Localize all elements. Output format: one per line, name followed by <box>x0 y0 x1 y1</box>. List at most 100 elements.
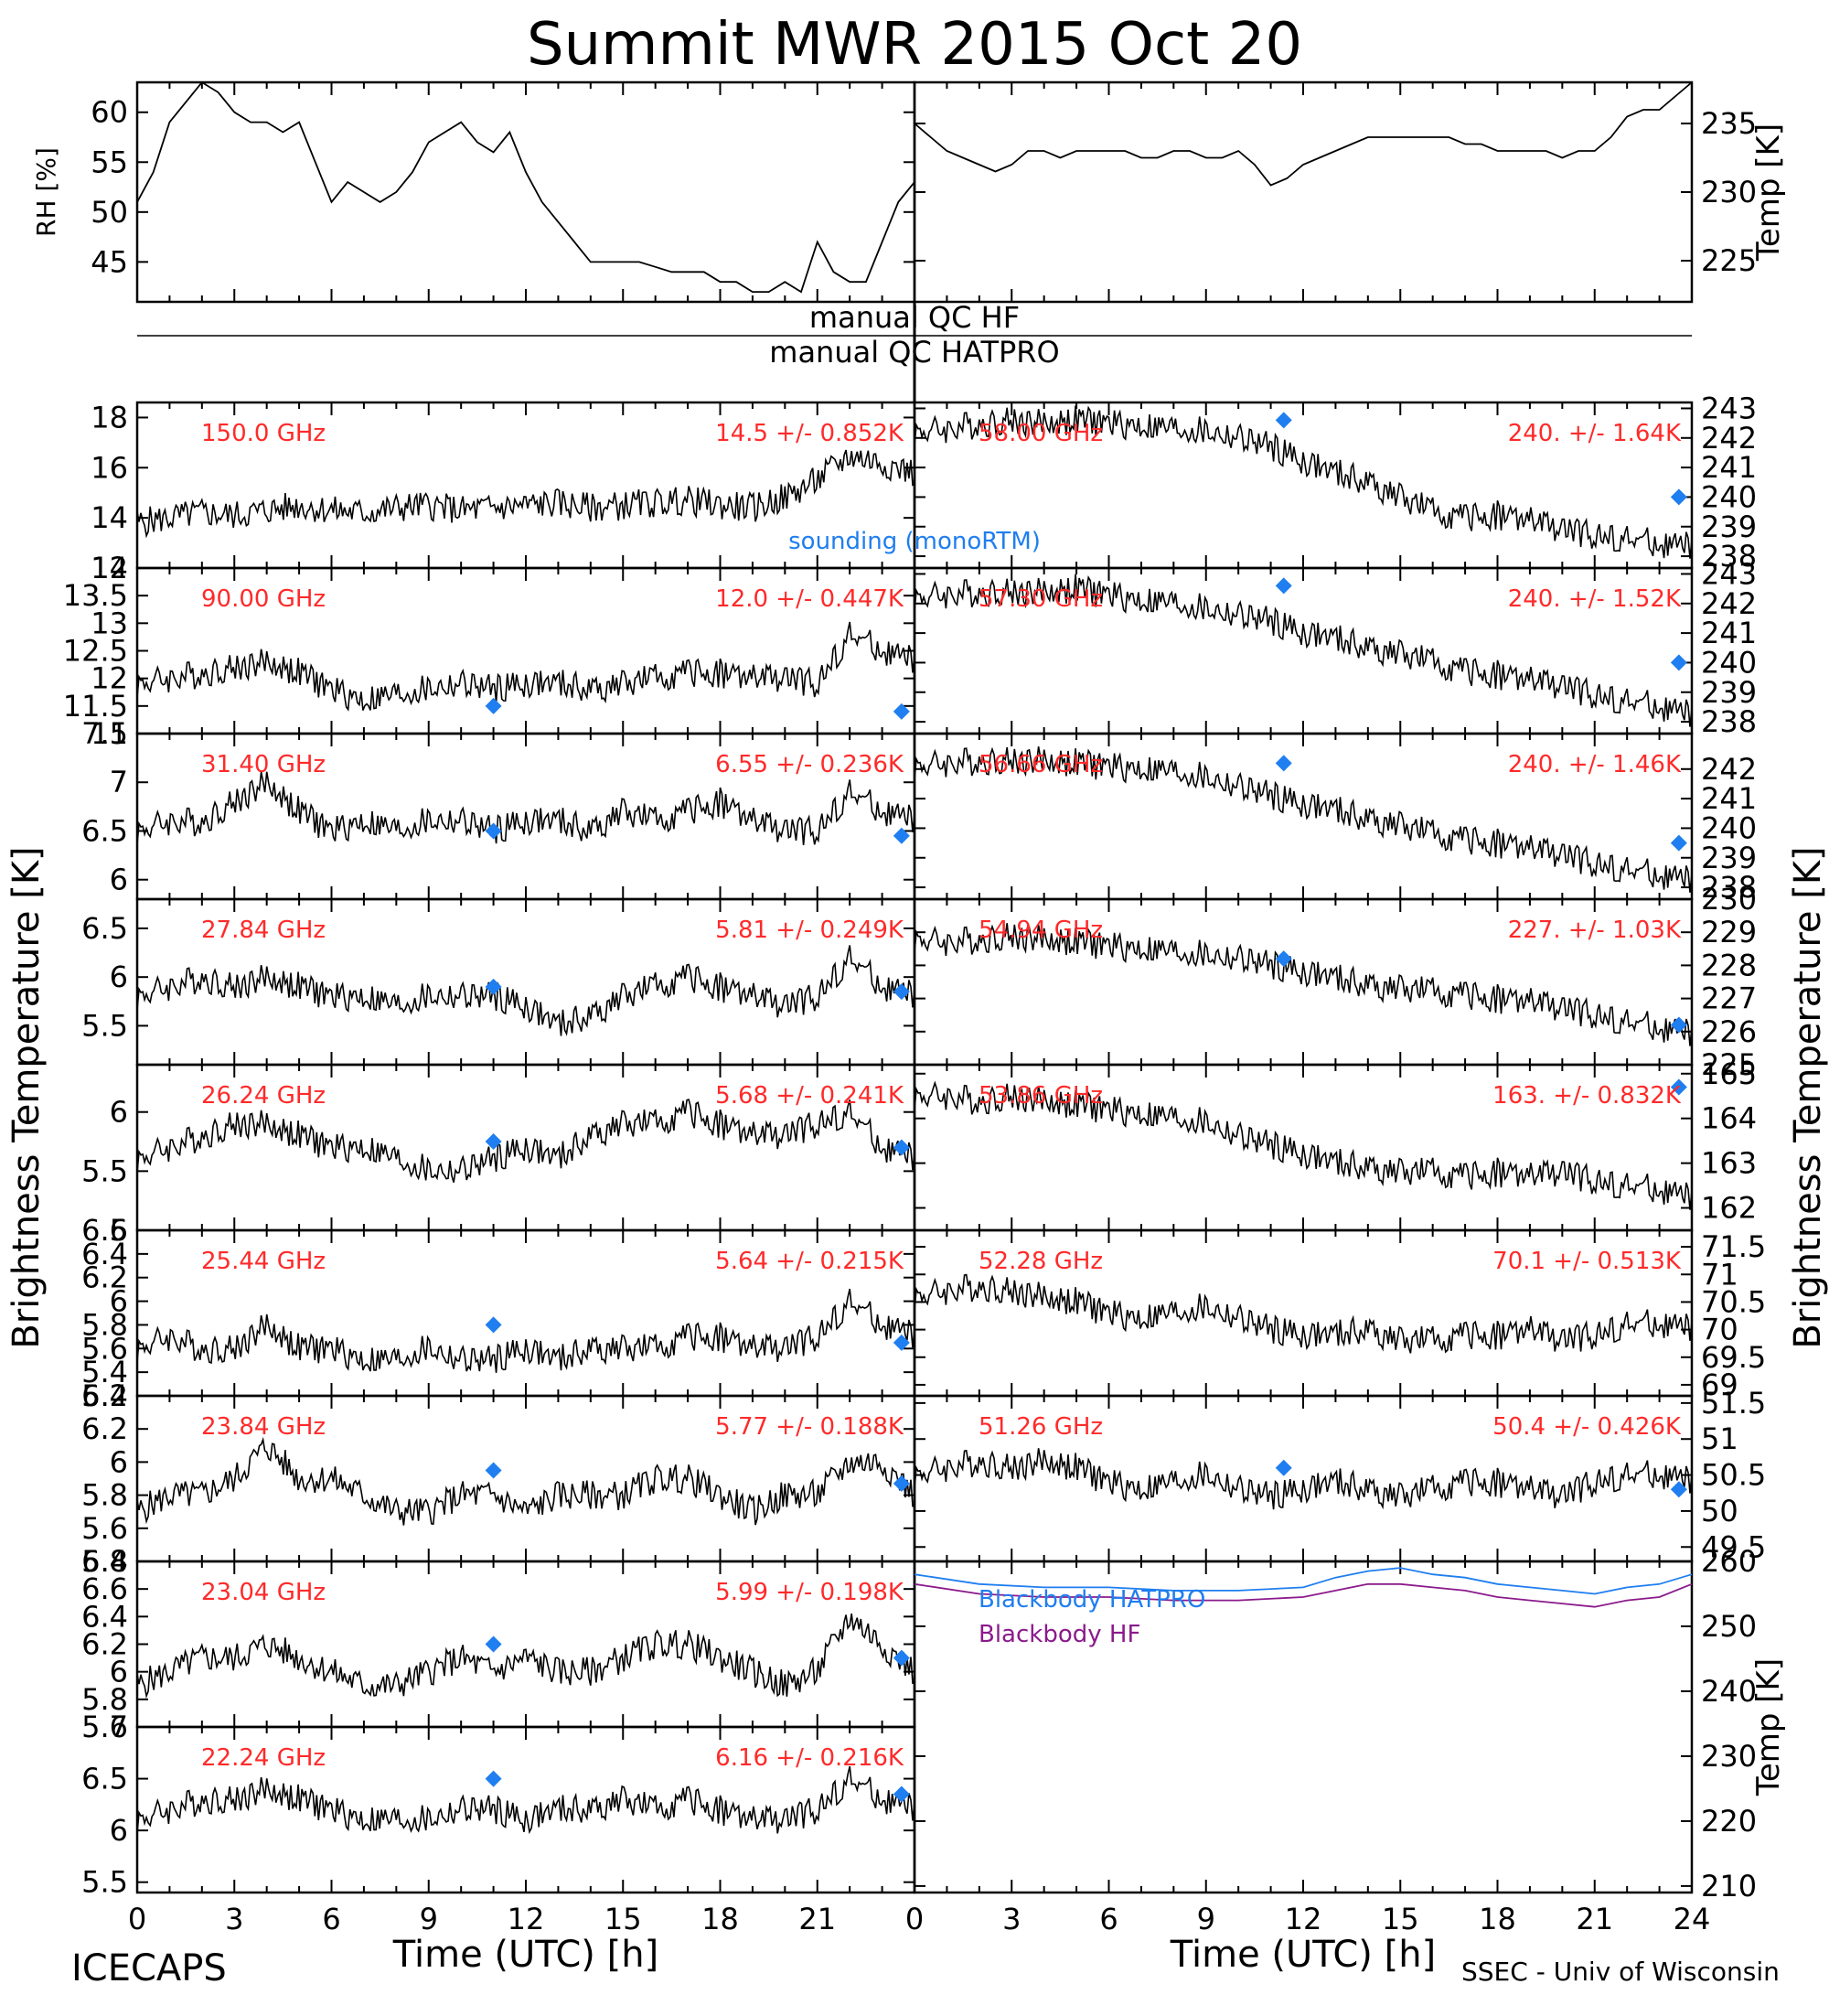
sounding-point <box>1275 412 1292 429</box>
frequency-label: 23.04 GHz <box>201 1579 326 1606</box>
y-tick-label: 6 <box>110 863 128 897</box>
y-tick-label: 6 <box>110 1655 128 1689</box>
panel-ch25: 5.25.45.65.866.26.46.625.44 GHz 5.64 +/- … <box>81 1213 916 1413</box>
y-tick-label: 13 <box>91 606 128 640</box>
y-tick-label: 243 <box>1701 556 1757 591</box>
sounding-point <box>1670 834 1687 852</box>
y-tick-label: 5.5 <box>81 1865 128 1900</box>
y-tick-label: 12 <box>91 551 128 585</box>
x-tick-label: 15 <box>604 1902 642 1936</box>
stat-label: 6.55 +/- 0.236K <box>715 751 904 778</box>
y-tick-label: 240 <box>1701 810 1757 845</box>
stat-label: 240. +/- 1.52K <box>1508 585 1682 613</box>
y-tick-label: 260 <box>1701 1544 1757 1579</box>
panel-ch22: 5.5 6 6.5 7 22.24 GHz 6.16 +/- 0.216K <box>81 1710 916 1900</box>
panel-ch26: 5 5.5 6 26.24 GHz 5.68 +/- 0.241K <box>81 1063 916 1248</box>
x-tick-label: 3 <box>1002 1902 1021 1936</box>
y-tick-label: 241 <box>1701 781 1757 816</box>
y-tick-label: 230 <box>1701 1739 1757 1774</box>
y-tick-label: 6 <box>110 1284 128 1319</box>
sounding-point <box>893 702 910 720</box>
y-tick-label: 69.5 <box>1701 1340 1766 1375</box>
sounding-point <box>893 1139 910 1156</box>
panel-ch53: 162 163 164 165 53.86 GHz 163. +/- 0.832K <box>913 1056 1757 1232</box>
panel-ch31: 6 6.5 7 7.5 31.40 GHz 6.55 +/- 0.236K <box>81 716 916 901</box>
series-line-ch52 <box>914 1273 1693 1354</box>
sounding-point <box>1275 755 1292 772</box>
sounding-point <box>893 1474 910 1492</box>
panel-ch23a: 5.45.65.866.26.4 23.84 GHz 5.77 +/- 0.188K <box>81 1378 916 1579</box>
y-tick-label: 220 <box>1701 1804 1757 1839</box>
frequency-label: 150.0 GHz <box>201 420 326 447</box>
y-tick-label: 13.5 <box>63 578 128 613</box>
y-tick-label: 6 <box>110 1813 128 1848</box>
x-tick-label: 3 <box>225 1902 243 1936</box>
panel-frame <box>135 80 916 304</box>
y-tick-label: 242 <box>1701 586 1757 621</box>
y-tick-label: 50 <box>91 195 128 230</box>
sounding-point <box>1275 577 1292 595</box>
x-tick-label: 0 <box>905 1902 924 1936</box>
x-tick-label: 24 <box>1674 1902 1711 1936</box>
y-tick-label: 6.8 <box>81 1544 128 1579</box>
y-tick-label: 210 <box>1701 1869 1757 1903</box>
y-tick-label: 5.6 <box>81 1331 128 1366</box>
y-tick-label: 6 <box>110 1095 128 1130</box>
y-tick-label: 5.4 <box>81 1544 128 1579</box>
y-tick-label: 6.5 <box>81 911 128 946</box>
series-line-blackbody-hatpro <box>914 1567 1693 1595</box>
panel-rh: 45 50 55 60 RH [%] <box>31 80 916 304</box>
series-line-rh <box>136 80 915 294</box>
sounding-point <box>893 827 910 844</box>
x-tick-label: 18 <box>1479 1902 1516 1936</box>
y-tick-label: 6.5 <box>81 1762 128 1796</box>
series-line-ch25 <box>136 1288 915 1373</box>
y-tick-label: 70 <box>1701 1313 1738 1347</box>
y-tick-label: 239 <box>1701 841 1757 875</box>
y-tick-label: 14 <box>91 500 128 535</box>
series-line-ch53 <box>914 1080 1693 1210</box>
y-tick-label: 16 <box>91 450 128 485</box>
y-tick-label: 241 <box>1701 450 1757 485</box>
left-y-axis-label: Brightness Temperature [K] <box>5 846 48 1348</box>
y-tick-label: 5.4 <box>81 1355 128 1389</box>
y-tick-label: 5.8 <box>81 1682 128 1717</box>
y-tick-label: 11 <box>91 716 128 751</box>
sounding-point <box>485 1316 502 1334</box>
sounding-point <box>893 1785 910 1803</box>
y-tick-label: 240 <box>1701 479 1757 514</box>
y-tick-label: 242 <box>1701 421 1757 456</box>
sounding-point <box>893 1649 910 1667</box>
sounding-point <box>485 1462 502 1479</box>
frequency-label: 53.86 GHz <box>979 1082 1103 1110</box>
stat-label: 5.64 +/- 0.215K <box>715 1248 904 1275</box>
stat-label: 6.16 +/- 0.216K <box>715 1744 904 1772</box>
y-tick-label: 238 <box>1701 870 1757 905</box>
frequency-label: 31.40 GHz <box>201 751 326 778</box>
stat-label: 5.99 +/- 0.198K <box>715 1579 904 1606</box>
figure-title: Summit MWR 2015 Oct 20 <box>527 11 1302 79</box>
panel-y-label: RH [%] <box>31 147 61 237</box>
series-line-ch26 <box>136 1099 915 1183</box>
y-tick-label: 5.5 <box>81 1008 128 1043</box>
panel-ch23b: 5.65.866.26.46.66.8 23.04 GHz 5.99 +/- 0.1… <box>81 1544 916 1744</box>
y-tick-label: 250 <box>1701 1609 1757 1644</box>
y-tick-label: 5.2 <box>81 1378 128 1413</box>
series-line-ch58 <box>914 405 1693 559</box>
x-axis-label-right: Time (UTC) [h] <box>1170 1934 1436 1976</box>
x-tick-label: 15 <box>1382 1902 1419 1936</box>
series-line-temp <box>914 81 1693 187</box>
y-tick-label: 6.2 <box>81 1627 128 1662</box>
y-tick-label: 238 <box>1701 539 1757 574</box>
series-line-ch23b <box>136 1613 915 1700</box>
x-tick-label: 9 <box>420 1902 438 1936</box>
frequency-label: 51.26 GHz <box>979 1413 1103 1441</box>
sounding-point <box>1670 1016 1687 1034</box>
footer-ssec: SSEC - Univ of Wisconsin <box>1461 1957 1780 1987</box>
y-tick-label: 5.8 <box>81 1478 128 1513</box>
y-tick-label: 49.5 <box>1701 1529 1766 1564</box>
